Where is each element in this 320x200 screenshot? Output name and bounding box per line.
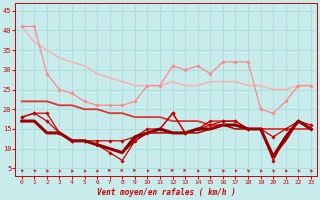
X-axis label: Vent moyen/en rafales ( km/h ): Vent moyen/en rafales ( km/h ): [97, 188, 236, 197]
